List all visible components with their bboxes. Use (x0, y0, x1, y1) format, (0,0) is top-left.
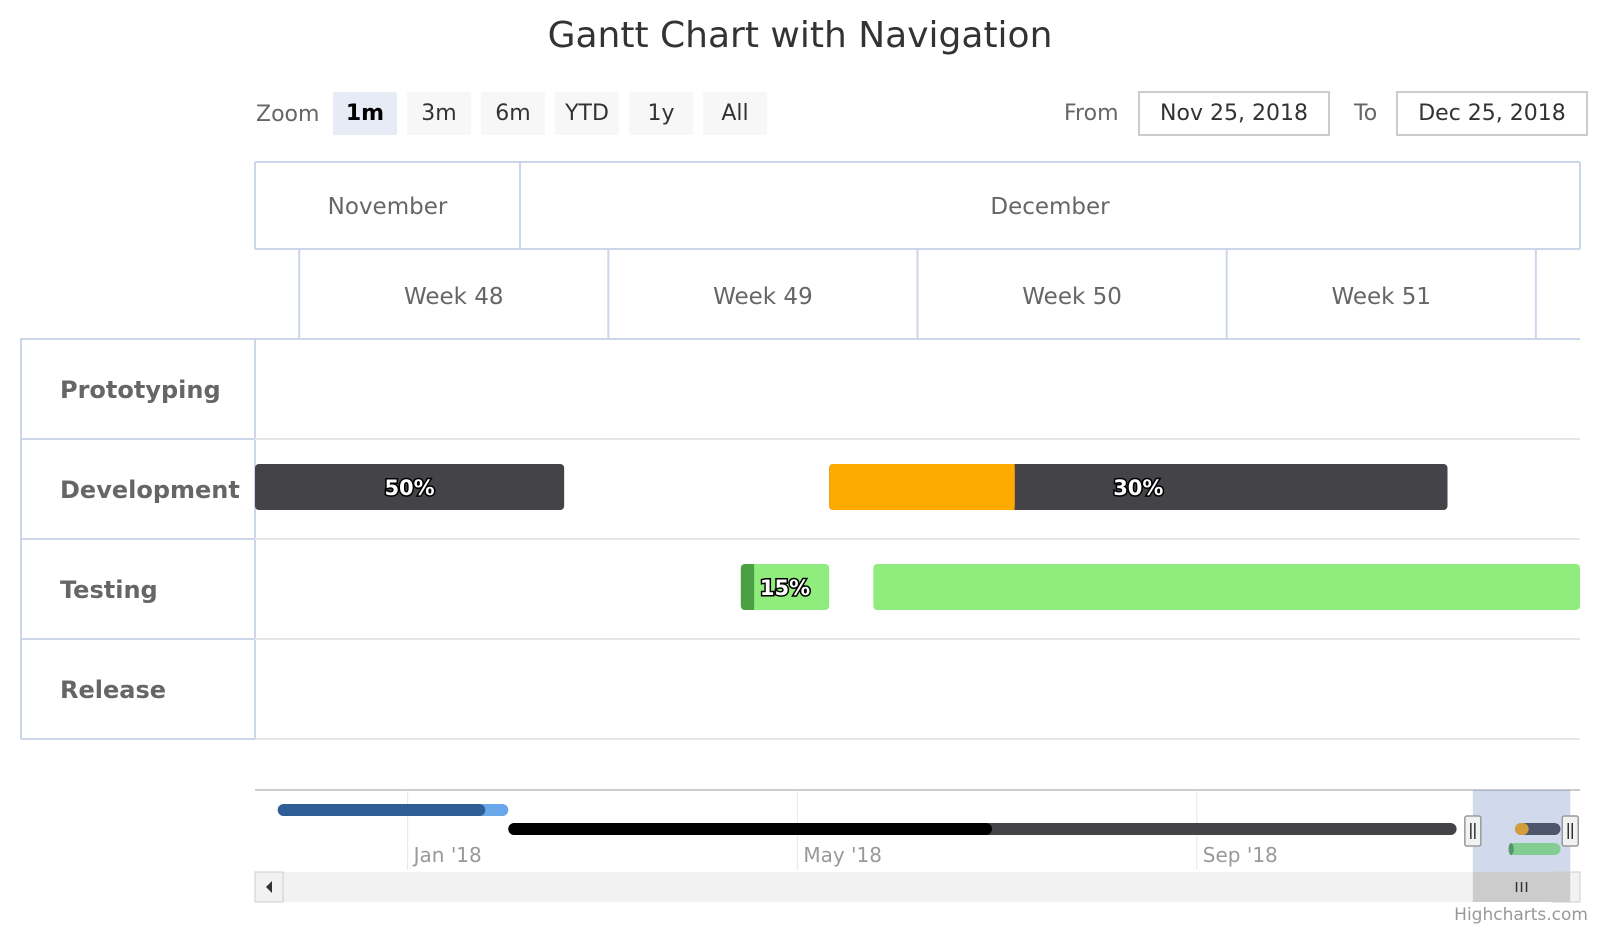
task-bar[interactable]: 30% (829, 464, 1448, 510)
from-date-input[interactable]: Nov 25, 2018 (1160, 101, 1308, 126)
navigator-tick-label: May '18 (803, 843, 882, 867)
week-label: Week 49 (713, 284, 813, 310)
zoom-buttons: 1m 3m 6m YTD 1y All (333, 92, 767, 135)
month-label: November (328, 194, 448, 220)
task-progress-label: 15% (760, 576, 810, 600)
navigator-series-completed (1515, 823, 1529, 835)
task-bar-completed[interactable] (829, 464, 1015, 510)
zoom-button-6m[interactable]: 6m (481, 92, 545, 135)
credits-link[interactable]: Highcharts.com (1454, 905, 1588, 925)
category-label: Testing (60, 576, 158, 604)
zoom-button-1y[interactable]: 1y (629, 92, 693, 135)
to-date-input[interactable]: Dec 25, 2018 (1418, 101, 1566, 126)
zoom-button-bg[interactable] (481, 92, 545, 135)
task-bar[interactable]: 15% (740, 564, 830, 610)
navigator-tick-label: Sep '18 (1203, 843, 1278, 867)
to-label: To (1353, 101, 1377, 126)
zoom-button-1m[interactable]: 1m (333, 92, 397, 135)
task-bar-completed-edge (1008, 464, 1015, 510)
scrollbar-track[interactable] (255, 872, 1580, 902)
task-bars: 50% 30% 15% (255, 464, 1580, 610)
month-label: December (990, 194, 1110, 220)
week-label: Week 50 (1022, 284, 1122, 310)
zoom-button-label[interactable]: 6m (495, 101, 530, 126)
navigator-handle-grip[interactable] (1561, 815, 1580, 847)
task-bar-body[interactable] (740, 564, 830, 610)
navigator-tick-label: Jan '18 (412, 843, 482, 867)
from-label: From (1064, 101, 1119, 126)
zoom-button-bg[interactable] (555, 92, 619, 135)
range-selector: Zoom 1m 3m 6m YTD 1y All From Nov 25, 2018 To… (256, 91, 1588, 136)
arrow-left-icon (266, 881, 272, 893)
zoom-button-all[interactable]: All (703, 92, 767, 135)
zoom-label: Zoom (256, 102, 319, 127)
task-bar[interactable] (873, 564, 1580, 610)
week-label: Week 51 (1331, 284, 1431, 310)
task-bar-body[interactable] (255, 464, 565, 510)
zoom-button-label[interactable]: 1y (647, 101, 674, 126)
task-progress-label: 50% (384, 476, 434, 500)
zoom-button-bg[interactable] (333, 92, 397, 135)
task-bar[interactable]: 50% (255, 464, 565, 510)
chart-title: Gantt Chart with Navigation (548, 15, 1053, 56)
category-axis: Prototyping Development Testing Release (20, 339, 256, 740)
zoom-button-bg[interactable] (703, 92, 767, 135)
plot-grid (255, 438, 1580, 740)
task-bar-body[interactable] (873, 564, 1580, 610)
scrollbar-left-button[interactable] (254, 871, 284, 903)
week-label: Week 48 (404, 284, 504, 310)
navigator: Jan '18 May '18 Sep '18 (254, 789, 1581, 903)
navigator-left-handle[interactable] (1464, 815, 1482, 847)
month-header-row: November December (254, 161, 1581, 250)
zoom-button-bg[interactable] (407, 92, 471, 135)
navigator-handle-grip[interactable] (1464, 815, 1482, 847)
navigator-series-completed (1508, 843, 1514, 855)
zoom-button-label[interactable]: 1m (346, 101, 384, 126)
navigator-series-completed (277, 804, 486, 816)
zoom-button-bg[interactable] (629, 92, 693, 135)
task-progress-label: 30% (1113, 476, 1163, 500)
category-label: Prototyping (60, 376, 221, 404)
category-label: Release (60, 676, 166, 704)
navigator-right-handle[interactable] (1561, 815, 1580, 847)
from-date-input-box[interactable] (1138, 91, 1330, 136)
to-date-input-box[interactable] (1396, 91, 1588, 136)
scrollbar-thumb[interactable] (1472, 872, 1571, 902)
category-label: Development (60, 476, 240, 504)
navigator-series-completed (508, 823, 992, 835)
zoom-button-label[interactable]: 3m (421, 101, 456, 126)
zoom-button-label[interactable]: All (721, 101, 748, 126)
task-bar-completed-edge (748, 564, 755, 610)
zoom-button-ytd[interactable]: YTD (555, 92, 619, 135)
zoom-button-label[interactable]: YTD (564, 101, 609, 126)
zoom-button-3m[interactable]: 3m (407, 92, 471, 135)
navigator-series-bar (1508, 843, 1561, 855)
week-header-row: Week 48 Week 49 Week 50 Week 51 (20, 249, 1580, 340)
